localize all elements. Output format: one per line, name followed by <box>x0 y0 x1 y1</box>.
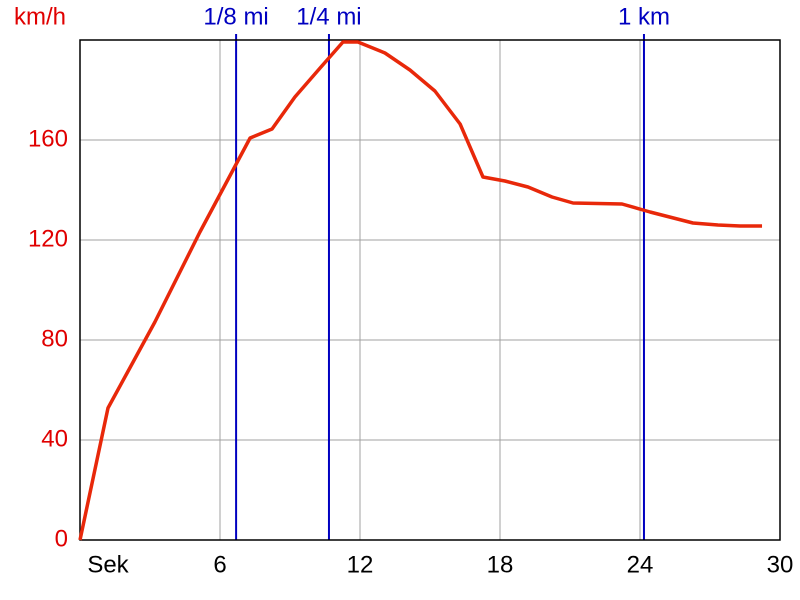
x-tick-label: 6 <box>213 551 226 578</box>
y-tick-label: 40 <box>41 425 68 452</box>
y-tick-label: 0 <box>55 525 68 552</box>
x-tick-label: 30 <box>767 551 794 578</box>
x-tick-label: 12 <box>347 551 374 578</box>
y-axis-label: km/h <box>14 3 66 30</box>
plot-frame <box>79 39 781 541</box>
y-tick-label: 80 <box>41 325 68 352</box>
y-tick-label: 160 <box>28 125 68 152</box>
x-tick-label: 24 <box>627 551 654 578</box>
distance-marker-label: 1/8 mi <box>203 3 268 30</box>
y-tick-label: 120 <box>28 225 68 252</box>
speed-line <box>78 40 763 541</box>
x-tick-label: Sek <box>87 551 129 578</box>
x-tick-label: 18 <box>487 551 514 578</box>
distance-marker-label: 1 km <box>618 3 670 30</box>
distance-marker-label: 1/4 mi <box>296 3 361 30</box>
